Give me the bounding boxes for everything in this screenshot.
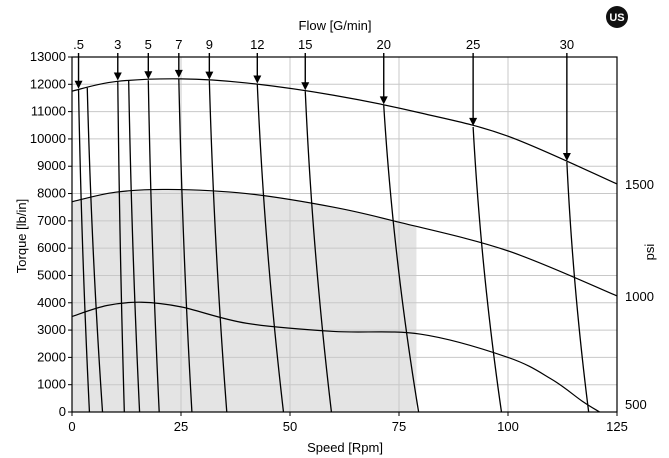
x-tick-label: 100 bbox=[497, 419, 519, 434]
flow-line bbox=[128, 81, 141, 413]
flow-line bbox=[304, 91, 333, 413]
shaded-region bbox=[72, 189, 417, 412]
flow-label: 25 bbox=[466, 37, 480, 52]
flow-arrow-head bbox=[174, 69, 183, 78]
y-tick-label: 7000 bbox=[37, 213, 66, 228]
flow-arrow-head bbox=[562, 152, 571, 161]
y-tick-label: 4000 bbox=[37, 295, 66, 310]
y-tick-label: 0 bbox=[59, 404, 66, 419]
flow-line bbox=[472, 126, 503, 413]
pressure-curve bbox=[71, 78, 618, 185]
flow-line bbox=[147, 80, 160, 413]
flow-label: 9 bbox=[206, 37, 213, 52]
flow-arrow-head bbox=[301, 82, 310, 91]
flow-label: 20 bbox=[377, 37, 391, 52]
pressure-label: 500 bbox=[625, 397, 647, 412]
x-tick-label: 50 bbox=[283, 419, 297, 434]
x-axis-title: Speed [Rpm] bbox=[307, 440, 383, 455]
flow-arrow-head bbox=[74, 80, 83, 89]
flow-line bbox=[77, 89, 91, 413]
flow-label: 30 bbox=[560, 37, 574, 52]
flow-arrow-head bbox=[379, 96, 388, 105]
flow-line bbox=[256, 84, 285, 413]
x-tick-label: 25 bbox=[174, 419, 188, 434]
y-tick-label: 1000 bbox=[37, 377, 66, 392]
plot-area: 0100020003000400050006000700080009000100… bbox=[30, 37, 654, 434]
flow-arrow-head bbox=[253, 75, 262, 84]
flow-label: 15 bbox=[298, 37, 312, 52]
y-axis-title: Torque [lb/in] bbox=[14, 199, 29, 273]
x-tick-label: 0 bbox=[68, 419, 75, 434]
y-tick-label: 9000 bbox=[37, 158, 66, 173]
y-tick-label: 6000 bbox=[37, 240, 66, 255]
y-tick-label: 8000 bbox=[37, 186, 66, 201]
pressure-label: 1000 bbox=[625, 289, 654, 304]
flow-line bbox=[178, 78, 193, 413]
y-tick-label: 3000 bbox=[37, 322, 66, 337]
y-tick-label: 13000 bbox=[30, 49, 66, 64]
flow-label: 7 bbox=[175, 37, 182, 52]
flow-label: 5 bbox=[145, 37, 152, 52]
flow-line bbox=[117, 81, 125, 413]
badge-text: US bbox=[609, 12, 624, 24]
flow-label: 3 bbox=[114, 37, 121, 52]
flow-arrow-head bbox=[113, 72, 122, 81]
flow-line bbox=[208, 80, 228, 413]
badge: US bbox=[606, 6, 628, 28]
flow-label: 12 bbox=[250, 37, 264, 52]
flow-arrow-head bbox=[205, 71, 214, 80]
badge-circle bbox=[606, 6, 628, 28]
pressure-curve bbox=[71, 188, 618, 297]
x-tick-label: 75 bbox=[392, 419, 406, 434]
y-tick-label: 11000 bbox=[31, 104, 66, 119]
flow-line bbox=[383, 105, 420, 413]
y-tick-label: 12000 bbox=[30, 76, 66, 91]
flow-line bbox=[86, 87, 104, 413]
plot-frame bbox=[71, 56, 618, 413]
right-axis-title: psi bbox=[642, 244, 657, 261]
top-axis-title: Flow [G/min] bbox=[299, 18, 372, 33]
flow-arrow-head bbox=[469, 117, 478, 126]
flow-arrow-head bbox=[144, 71, 153, 80]
pressure-curve bbox=[71, 301, 600, 413]
y-tick-label: 10000 bbox=[30, 131, 66, 146]
pressure-label: 1500 bbox=[625, 177, 654, 192]
flow-label: .5 bbox=[73, 37, 84, 52]
flow-line bbox=[566, 161, 590, 413]
y-tick-label: 2000 bbox=[37, 349, 66, 364]
y-tick-label: 5000 bbox=[37, 267, 66, 282]
x-tick-label: 125 bbox=[606, 419, 628, 434]
